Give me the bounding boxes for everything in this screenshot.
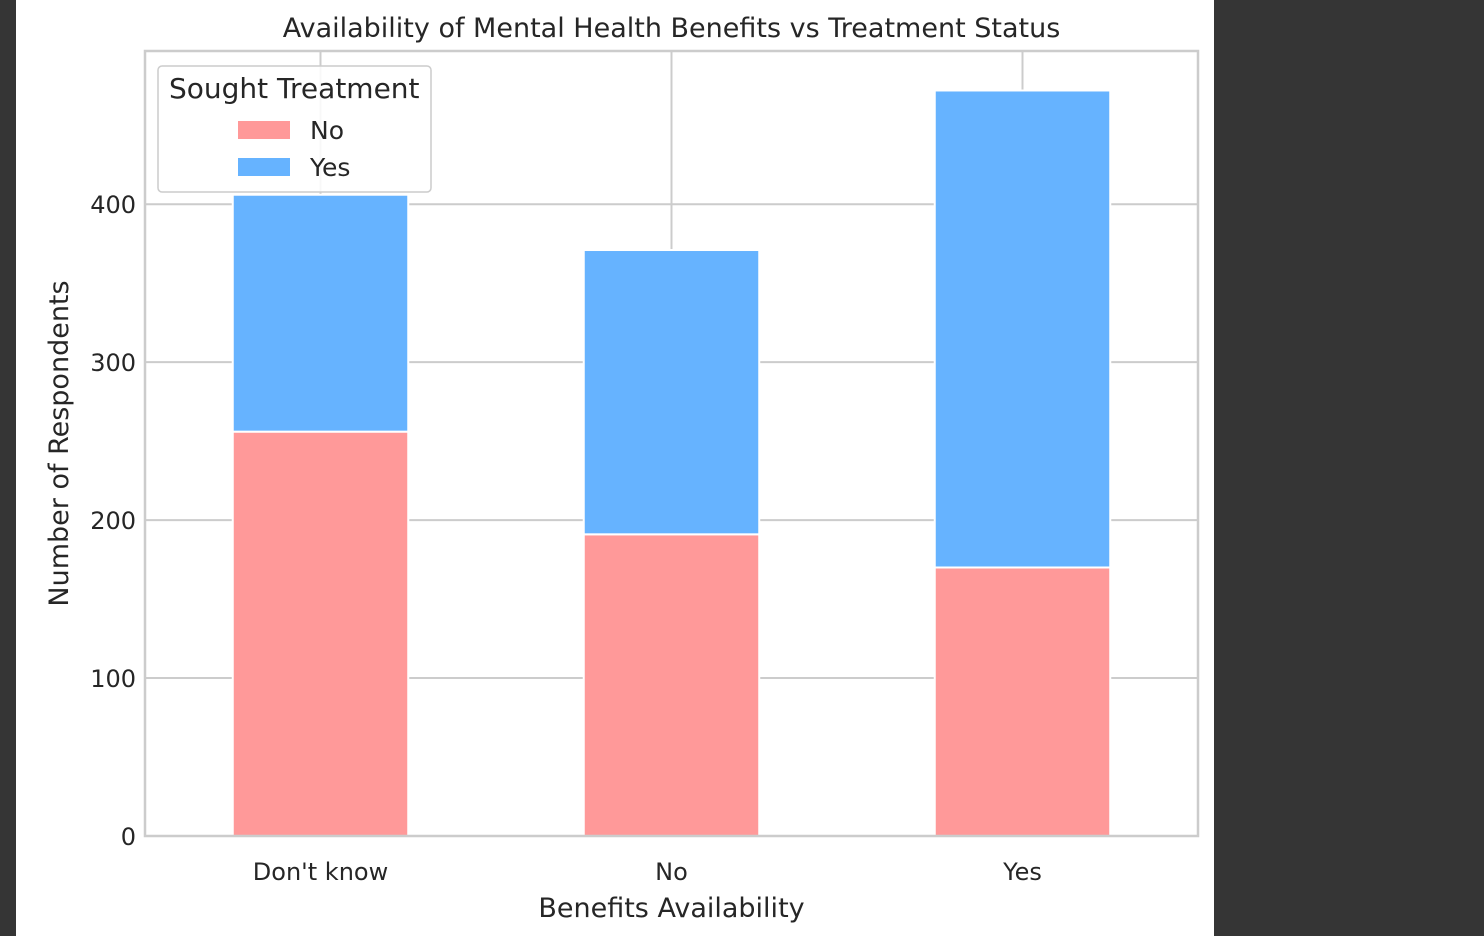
x-tick-label: No (655, 858, 688, 886)
x-axis-label: Benefits Availability (538, 893, 804, 924)
chart-figure: 0 100 200 300 400 Don't know No Yes Availabilit… (16, 0, 1214, 936)
legend-entries: No Yes (238, 116, 350, 182)
legend-title: Sought Treatment (169, 72, 420, 105)
tick-layer: 0 100 200 300 400 Don't know No Yes (90, 191, 1042, 886)
chart-title: Availability of Mental Health Benefits v… (283, 13, 1061, 44)
y-tick-label: 100 (90, 665, 136, 693)
y-tick-label: 0 (121, 823, 136, 851)
bar-segment (231, 193, 410, 433)
x-tick-label: Don't know (253, 858, 388, 886)
bar-layer (231, 89, 1112, 838)
legend-swatch (238, 121, 290, 139)
bar-segment (582, 249, 761, 536)
plot-frame (143, 49, 1200, 838)
stacked-bar-chart: 0 100 200 300 400 Don't know No Yes Availabilit… (44, 13, 1200, 924)
y-tick-label: 400 (90, 191, 136, 219)
bar-segment (582, 533, 761, 838)
bar-segment (231, 430, 410, 837)
bar-segment (933, 89, 1112, 569)
bar-segment (933, 566, 1112, 838)
legend-swatch (238, 158, 290, 176)
y-axis-label: Number of Respondents (44, 280, 75, 606)
y-tick-label: 300 (90, 349, 136, 377)
legend-entry-label: No (310, 116, 344, 145)
legend-box (157, 65, 432, 193)
y-tick-label: 200 (90, 507, 136, 535)
legend-entry-label: Yes (309, 153, 350, 182)
legend: Sought Treatment No Yes (157, 65, 432, 193)
x-tick-label: Yes (1002, 858, 1042, 886)
